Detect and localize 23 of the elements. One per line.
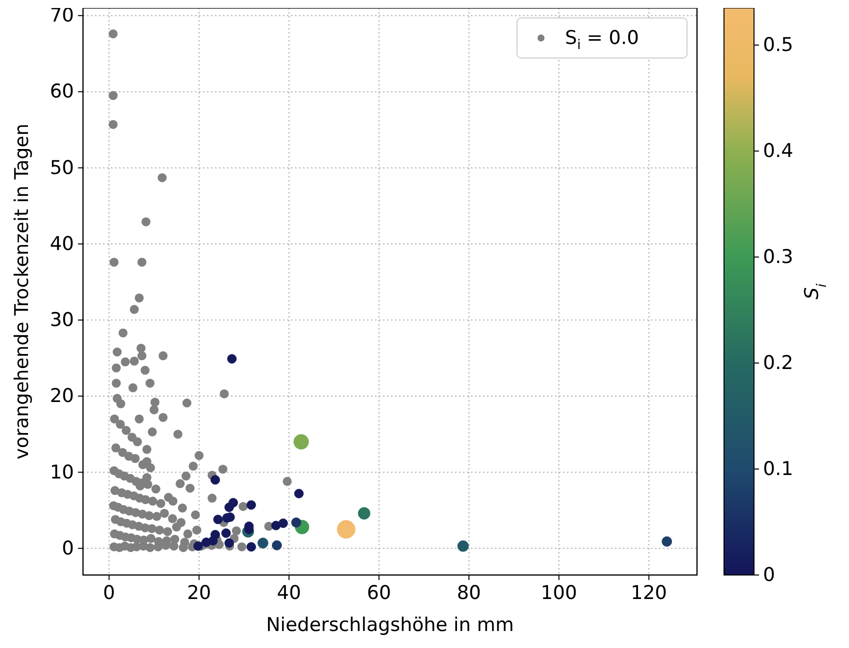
x-tick-label: 0 [103, 582, 116, 604]
x-tick-label: 60 [366, 582, 392, 604]
x-tick-label: 20 [186, 582, 212, 604]
color-bar-label: 0.2 [763, 352, 794, 374]
y-tick-label: 10 [50, 461, 74, 484]
x-tick-label: 120 [630, 582, 667, 604]
y-tick-label: 60 [50, 80, 74, 103]
color-bar-label: 0.4 [763, 140, 794, 162]
y-tick-label: 30 [50, 309, 74, 332]
x-tick-label: 100 [540, 582, 578, 604]
x-tick-label: 80 [456, 582, 482, 604]
color-bar-label: 0.5 [763, 34, 794, 56]
x-tick-label: 40 [276, 582, 302, 604]
color-bar-label: 0.3 [763, 246, 794, 268]
color-bar-label: 0 [763, 564, 776, 586]
legend-label: S$_{i}$ = 0.0 [565, 27, 639, 53]
y-tick-label: 20 [50, 385, 74, 408]
y-tick-label: 40 [50, 232, 74, 255]
y-axis-title: vorangehende Trockenzeit in Tagen [11, 124, 33, 460]
y-tick-label: 0 [62, 537, 74, 560]
x-axis-title: Niederschlagshöhe in mm [266, 614, 514, 636]
y-tick-label: 50 [50, 156, 74, 179]
color-bar-label: 0.1 [763, 458, 794, 480]
